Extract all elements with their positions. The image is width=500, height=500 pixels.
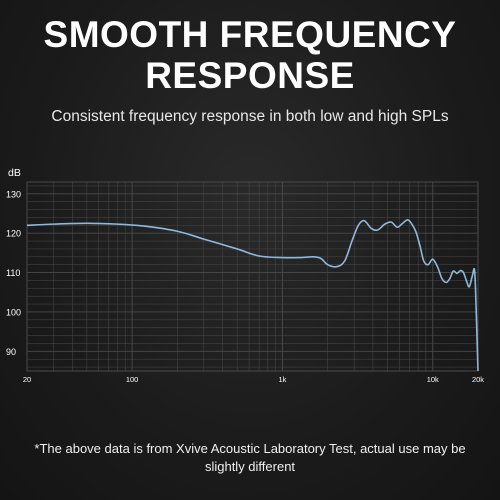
y-tick-label: 110 <box>6 268 20 278</box>
plot-area <box>26 219 479 372</box>
x-tick-label: 20k <box>472 375 484 384</box>
frequency-response-chart: dB 90 100 110 120 130 20 100 1k 10k 20k <box>6 167 484 384</box>
grid <box>26 181 479 372</box>
x-tick-label: 100 <box>126 375 139 384</box>
headline-line-2: RESPONSE <box>145 55 355 96</box>
x-tick-label: 1k <box>278 375 286 384</box>
frequency-response-curve <box>26 219 479 372</box>
x-tick-label: 20 <box>23 375 31 384</box>
footnote: *The above data is from Xvive Acoustic L… <box>34 441 466 474</box>
y-axis-label: dB <box>8 167 21 179</box>
y-tick-label: 120 <box>6 229 21 239</box>
y-tick-label: 100 <box>6 307 21 317</box>
subtitle: Consistent frequency response in both lo… <box>51 108 449 125</box>
y-tick-label: 90 <box>6 347 16 357</box>
y-tick-label: 130 <box>6 189 21 199</box>
x-tick-label: 10k <box>427 375 439 384</box>
axes: dB 90 100 110 120 130 20 100 1k 10k 20k <box>6 167 484 384</box>
headline: SMOOTH FREQUENCY RESPONSE <box>0 14 500 96</box>
headline-line-1: SMOOTH FREQUENCY <box>43 14 457 55</box>
plot-border <box>26 181 479 372</box>
